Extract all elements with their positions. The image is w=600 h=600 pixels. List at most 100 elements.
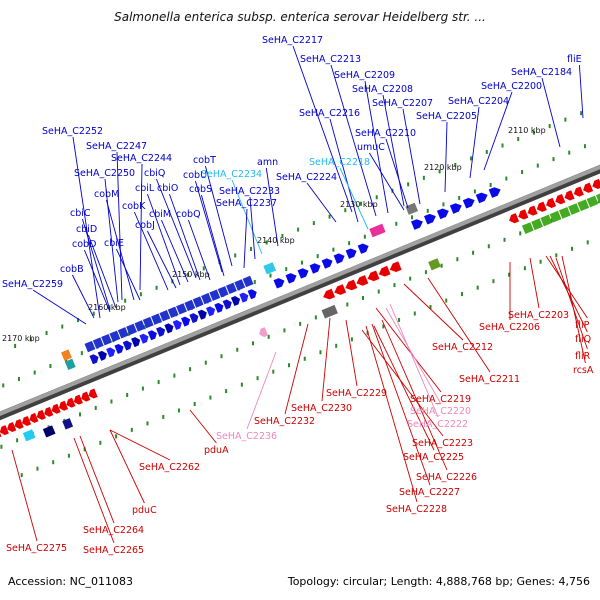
leader-line [204, 165, 233, 267]
gene-label: cobQ [176, 209, 201, 220]
feature-pink-small [259, 327, 269, 338]
kbp-labels: 2110 kbp 2120 kbp 2130 kbp 2140 kbp 2150 kbp… [2, 126, 546, 343]
forward-gene-body [475, 192, 488, 204]
forward-cds-block-body [109, 330, 121, 342]
reverse-cds-block [558, 206, 571, 219]
forward-gene-body [423, 213, 436, 225]
reverse-gene-body [536, 201, 547, 212]
forward-gene [345, 248, 357, 259]
reverse-gene [14, 418, 24, 429]
kbp-label: 2140 kbp [257, 236, 295, 245]
forward-gene [97, 350, 107, 361]
tick-dot [476, 285, 479, 290]
forward-gene [462, 197, 475, 209]
backbone [0, 164, 600, 417]
tick-dot [162, 414, 165, 419]
tick-dot [472, 250, 475, 255]
tick-dot [501, 143, 504, 148]
gene-features [0, 178, 600, 442]
reverse-gene-body [7, 422, 17, 433]
tick-dot [155, 285, 158, 290]
kbp-label: 2110 kbp [508, 126, 546, 135]
reverse-gene [51, 403, 61, 414]
reverse-cds-block-body [540, 214, 553, 227]
forward-cds-block-body [201, 292, 212, 305]
tick-dot [234, 253, 237, 258]
forward-gene [172, 320, 182, 331]
leader-line [160, 219, 189, 283]
tick-dot [312, 221, 315, 226]
leader-line [11, 449, 38, 542]
tick-dot [173, 373, 176, 378]
gene-label: SeHA_C2229 [326, 388, 387, 399]
feature-pink-body [369, 223, 386, 238]
forward-cds-block-body [242, 275, 254, 288]
forward-cds-block [217, 286, 229, 298]
tick-dot [177, 408, 180, 413]
forward-gene [131, 337, 141, 348]
tick-dot [45, 331, 48, 336]
tick-dot [409, 276, 412, 281]
tick-dot [79, 412, 82, 417]
reverse-gene [345, 279, 358, 291]
forward-gene-body [89, 354, 99, 365]
tick-dot [20, 473, 23, 478]
reverse-gene [323, 288, 336, 300]
tick-dot [52, 460, 55, 465]
tick-dot [332, 247, 335, 252]
tick-dot [189, 367, 192, 372]
tick-dot [236, 347, 239, 352]
gene-label: cobM [94, 189, 119, 200]
forward-cds-block-body [134, 320, 146, 332]
tick-dot [519, 231, 522, 236]
tick-dot [220, 354, 223, 359]
leader-line [71, 274, 95, 319]
gene-label: SeHA_C2226 [416, 472, 477, 483]
tick-dot [265, 240, 268, 245]
tick-dot [407, 182, 410, 187]
forward-gene [214, 302, 224, 313]
reverse-cds-block-body [586, 195, 599, 208]
feature-cyan-body [263, 262, 277, 275]
forward-cds-block-body [192, 296, 204, 308]
forward-gene-body [114, 343, 124, 354]
gene-label: fliR [575, 351, 591, 362]
tick-dot [29, 337, 32, 342]
leader-line [243, 208, 248, 269]
reverse-gene-body [583, 182, 594, 193]
forward-gene-body [309, 263, 321, 274]
feature-pink [369, 223, 386, 238]
leader-line [578, 64, 584, 119]
forward-gene-body [122, 340, 132, 351]
tick-dot [202, 266, 205, 271]
gene-label: pduA [204, 445, 229, 456]
leader-line [403, 283, 464, 341]
tick-dot [281, 234, 284, 239]
reverse-gene [44, 406, 54, 417]
tick-dot [240, 382, 243, 387]
forward-gene-body [273, 278, 285, 289]
forward-gene [139, 333, 149, 344]
forward-gene [357, 243, 369, 254]
label-leader-lines [11, 45, 588, 544]
tick-dot [269, 273, 272, 278]
tick-dot [580, 111, 583, 116]
tick-dot [193, 402, 196, 407]
feature-teal [64, 358, 76, 371]
reverse-gene-body [564, 190, 575, 201]
reverse-gene [573, 186, 584, 197]
feature-orange [61, 349, 72, 361]
forward-cds-block [92, 337, 104, 349]
feature-cyan [263, 262, 277, 275]
gene-label: SeHA_C2209 [334, 70, 395, 81]
forward-gene [423, 213, 436, 225]
forward-gene [297, 268, 309, 279]
tick-dot [505, 176, 508, 181]
forward-gene-body [164, 323, 174, 334]
forward-cds-block [242, 275, 254, 288]
forward-cds-block [159, 310, 171, 322]
leader-line [194, 180, 223, 273]
gene-label: SeHA_C2200 [481, 81, 542, 92]
tick-dot [438, 169, 441, 174]
